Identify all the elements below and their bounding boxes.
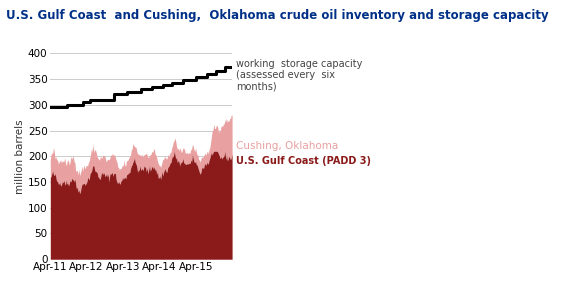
Text: U.S. Gulf Coast  and Cushing,  Oklahoma crude oil inventory and storage capacity: U.S. Gulf Coast and Cushing, Oklahoma cr…	[6, 9, 549, 22]
Text: working  storage capacity
(assessed every  six
months): working storage capacity (assessed every…	[236, 59, 362, 92]
Text: Cushing, Oklahoma: Cushing, Oklahoma	[236, 141, 338, 151]
Text: U.S. Gulf Coast (PADD 3): U.S. Gulf Coast (PADD 3)	[236, 156, 371, 166]
Y-axis label: million barrels: million barrels	[15, 119, 25, 194]
